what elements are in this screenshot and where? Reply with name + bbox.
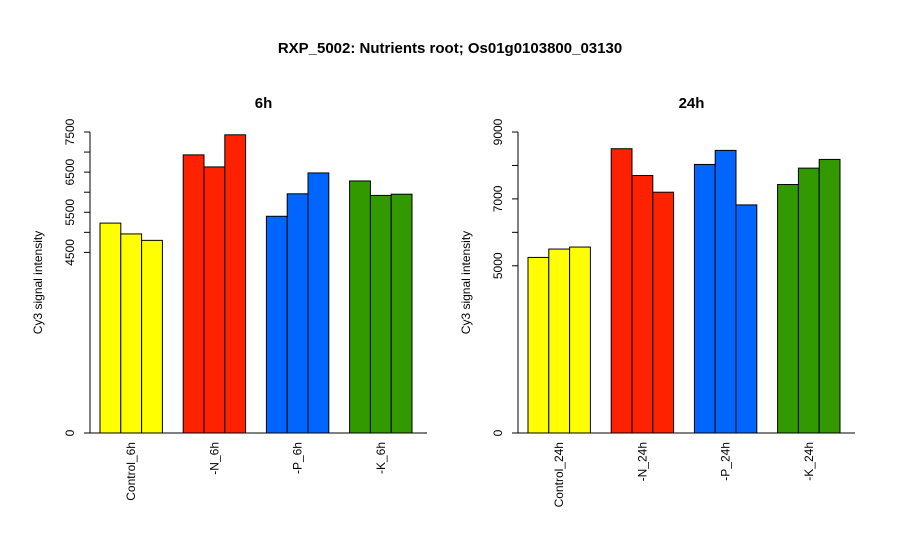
bar--P_24h-2 <box>714 149 737 434</box>
panel-title: 6h <box>255 95 273 112</box>
bar--P_24h-1 <box>693 163 716 434</box>
bar--K_24h-1 <box>777 184 799 434</box>
x-category-label: -K_24h <box>802 442 816 481</box>
x-category-label: -N_6h <box>207 442 221 475</box>
x-category-label: -P_24h <box>719 442 733 481</box>
bar--N_24h-2 <box>631 174 654 434</box>
bar--N_24h-1 <box>610 148 633 434</box>
bar-Control_6h-3 <box>141 239 163 434</box>
y-tick-label: 4500 <box>63 239 77 266</box>
bar--N_24h-3 <box>652 191 675 434</box>
panel-title: 24h <box>679 95 705 112</box>
chart-title: RXP_5002: Nutrients root; Os01g0103800_0… <box>278 40 622 57</box>
chart-panels: 6h Cy3 signal intensity 0 4500 5500 6500 7500 C… <box>31 95 855 507</box>
bar--N_6h-2 <box>203 166 226 434</box>
x-category-label: -P_6h <box>291 442 305 474</box>
y-tick-label: 5500 <box>63 199 77 226</box>
bar--K_24h-2 <box>797 167 820 434</box>
y-tick-label: 7000 <box>491 185 505 212</box>
y-tick-label: 0 <box>63 429 77 436</box>
bar-Control_24h-1 <box>527 256 550 434</box>
y-tick-label: 7500 <box>63 118 77 145</box>
x-category-label: Control_6h <box>124 442 138 501</box>
bar--K_24h-3 <box>818 158 841 434</box>
x-category-label: -K_6h <box>374 442 388 474</box>
x-category-label: Control_24h <box>552 442 566 507</box>
y-axis-label: Cy3 signal intensity <box>31 231 45 334</box>
panel-6h: 6h Cy3 signal intensity 0 4500 5500 6500 7500 C… <box>31 95 427 501</box>
x-category-label: -N_24h <box>635 442 649 481</box>
bar--P_6h-2 <box>286 193 309 434</box>
bar--P_6h-3 <box>307 172 330 434</box>
bar-Control_6h-1 <box>99 222 122 434</box>
panel-24h: 24h Cy3 signal intensity 0 5000 7000 9000 Cont… <box>459 95 855 507</box>
y-axis-label: Cy3 signal intensity <box>459 231 473 334</box>
y-tick-label: 0 <box>491 429 505 436</box>
bar--N_6h-1 <box>182 154 205 434</box>
bar--N_6h-3 <box>224 134 247 434</box>
bar-Control_6h-2 <box>120 233 143 434</box>
bar--P_24h-3 <box>735 204 758 434</box>
bar-Control_24h-3 <box>569 246 591 434</box>
y-tick-label: 5000 <box>491 252 505 279</box>
bar--K_6h-1 <box>349 180 371 434</box>
bar--K_6h-3 <box>390 193 413 434</box>
y-tick-label: 6500 <box>63 158 77 185</box>
bar--P_6h-1 <box>265 215 288 434</box>
bar--K_6h-2 <box>369 194 392 434</box>
bar-Control_24h-2 <box>548 248 571 434</box>
y-tick-label: 9000 <box>491 118 505 145</box>
